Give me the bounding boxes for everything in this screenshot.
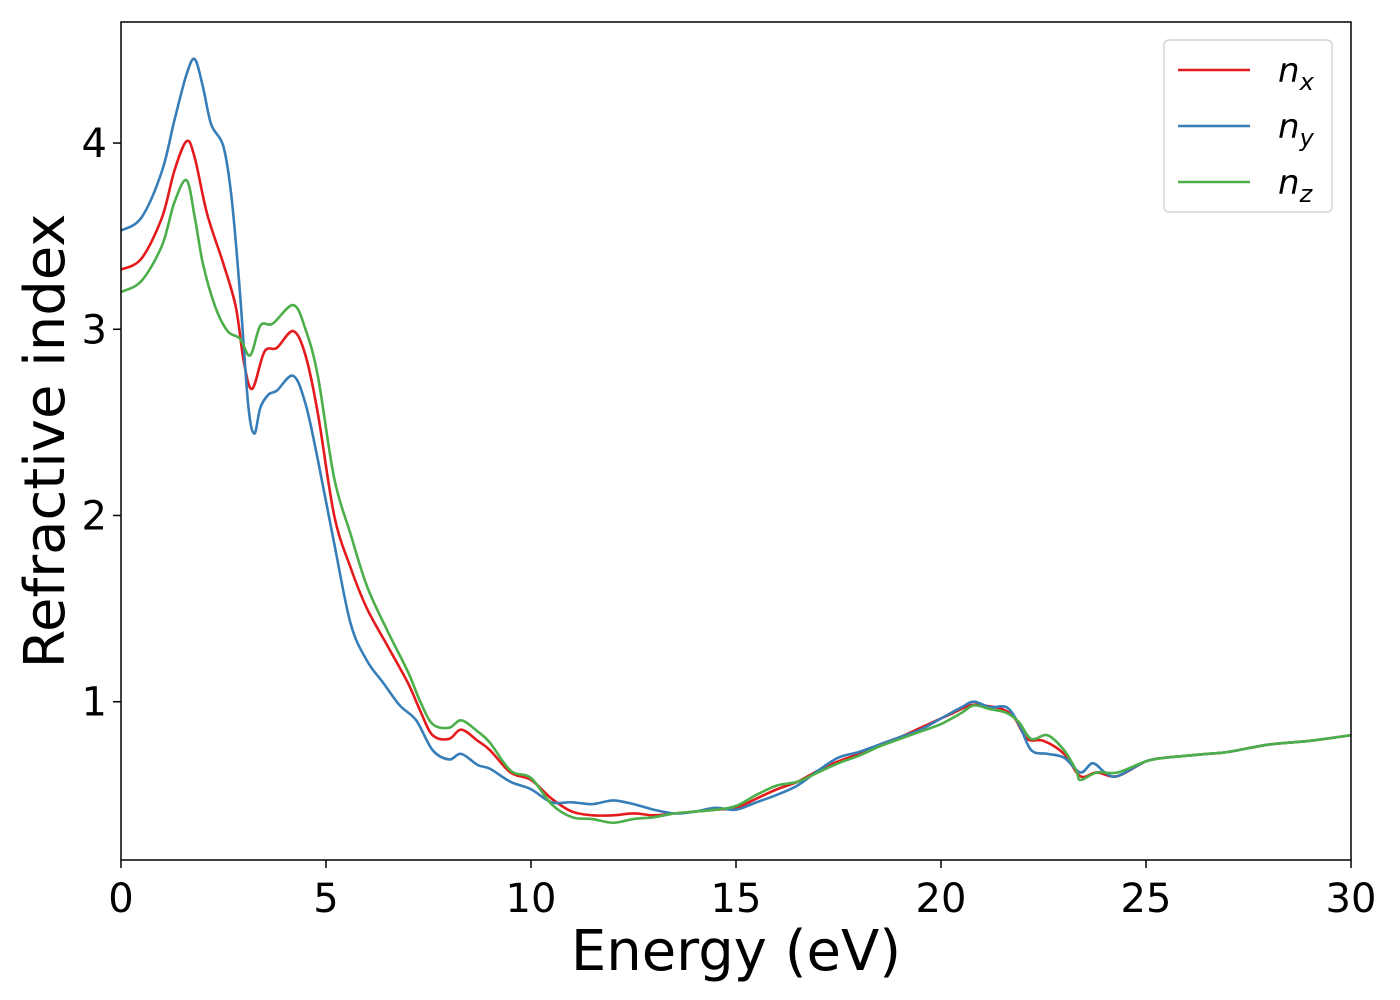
y-tick-label: 4 bbox=[82, 121, 107, 167]
y-axis: 1 2 3 4 bbox=[82, 121, 121, 726]
legend: nx ny nz bbox=[1163, 39, 1333, 213]
legend-label-nx: nx bbox=[1278, 51, 1315, 96]
x-tick-label: 10 bbox=[506, 876, 557, 922]
x-tick-label: 15 bbox=[711, 876, 762, 922]
y-axis-label: Refractive index bbox=[13, 214, 78, 669]
y-tick-label: 3 bbox=[82, 307, 107, 353]
x-tick-label: 0 bbox=[108, 876, 133, 922]
legend-label-nz: nz bbox=[1278, 163, 1314, 208]
x-tick-label: 30 bbox=[1326, 876, 1377, 922]
x-axis-label: Energy (eV) bbox=[571, 919, 901, 984]
series-line-ny bbox=[121, 57, 1351, 815]
plot-lines bbox=[121, 57, 1351, 825]
x-tick-label: 25 bbox=[1121, 876, 1172, 922]
x-tick-label: 5 bbox=[313, 876, 338, 922]
y-tick-label: 1 bbox=[82, 680, 107, 726]
series-line-nx bbox=[121, 139, 1351, 817]
legend-label-ny: ny bbox=[1278, 107, 1315, 152]
x-tick-label: 20 bbox=[916, 876, 967, 922]
series-line-nz bbox=[121, 178, 1351, 825]
x-axis: 0 5 10 15 20 25 30 bbox=[108, 860, 1376, 922]
y-tick-label: 2 bbox=[82, 493, 107, 539]
